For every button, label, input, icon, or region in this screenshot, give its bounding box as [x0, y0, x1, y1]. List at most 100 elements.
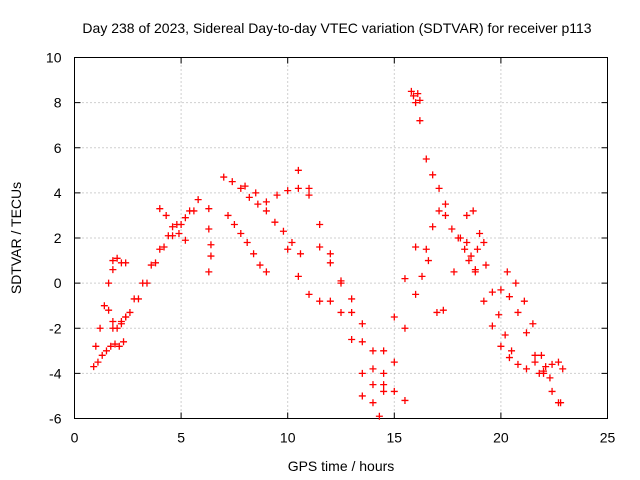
data-point [522, 329, 530, 337]
data-point [488, 288, 496, 296]
y-axis-label: SDTVAR / TECUs [8, 182, 24, 294]
data-point [554, 358, 562, 366]
data-point [113, 254, 121, 262]
data-point [228, 178, 236, 186]
data-point [380, 347, 388, 355]
data-point [412, 243, 420, 251]
data-point [414, 90, 422, 98]
data-point [294, 184, 302, 192]
y-tick-label: 6 [54, 140, 62, 156]
data-point [369, 381, 377, 389]
data-point [429, 223, 437, 231]
data-point [465, 257, 473, 265]
data-point [456, 234, 464, 242]
series-satellite-14 [316, 243, 409, 404]
data-point [130, 295, 138, 303]
data-point [358, 392, 366, 400]
data-point [495, 311, 503, 319]
data-point [369, 347, 377, 355]
series-satellite-22 [503, 268, 562, 407]
data-point [305, 191, 313, 199]
series-satellite-5 [109, 196, 202, 332]
y-tick-label: -6 [49, 411, 62, 427]
data-point [162, 211, 170, 219]
data-point [109, 266, 117, 274]
series-satellite-7 [156, 205, 189, 244]
y-tick-label: 2 [54, 230, 62, 246]
data-point [348, 308, 356, 316]
data-point [205, 225, 213, 233]
data-point [230, 220, 238, 228]
data-point [422, 155, 430, 163]
data-point [98, 351, 106, 359]
series-satellite-8 [205, 205, 215, 276]
data-point [254, 200, 262, 208]
data-point [497, 342, 505, 350]
data-point [109, 257, 117, 265]
data-point [181, 236, 189, 244]
data-point [241, 182, 249, 190]
chart-title: Day 238 of 2023, Sidereal Day-to-day VTE… [82, 20, 591, 36]
data-point [416, 117, 424, 125]
data-point [279, 227, 287, 235]
data-point [488, 322, 496, 330]
data-point [463, 239, 471, 247]
data-point [433, 308, 441, 316]
data-point [412, 99, 420, 107]
series-satellite-2 [92, 266, 117, 350]
data-point [480, 297, 488, 305]
series-satellite-15 [358, 243, 420, 400]
data-point [514, 360, 522, 368]
y-tick-label: -4 [49, 365, 62, 381]
x-axis-label: GPS time / hours [288, 458, 395, 474]
data-point [100, 302, 108, 310]
data-point [369, 399, 377, 407]
data-point [424, 257, 432, 265]
data-point [441, 200, 449, 208]
data-point [467, 252, 475, 260]
data-point [105, 306, 113, 314]
series-satellite-9 [220, 173, 304, 258]
data-point [480, 239, 488, 247]
data-point [237, 229, 245, 237]
series-satellite-24 [535, 358, 567, 377]
data-point [435, 184, 443, 192]
data-point [262, 207, 270, 215]
data-point [401, 275, 409, 283]
data-point [375, 412, 383, 420]
series-satellite-4 [109, 254, 130, 267]
series-satellite-17 [407, 87, 424, 107]
data-point [262, 198, 270, 206]
data-point [250, 250, 258, 258]
data-point [358, 369, 366, 377]
data-point [194, 196, 202, 204]
data-point [296, 250, 304, 258]
data-point [156, 205, 164, 213]
data-point [96, 324, 104, 332]
data-point [262, 268, 270, 276]
data-point [205, 205, 213, 213]
data-point [245, 193, 253, 201]
data-point [422, 245, 430, 253]
data-point [512, 279, 520, 287]
data-point [284, 245, 292, 253]
data-point [348, 336, 356, 344]
y-tick-labels: 10 8 6 4 2 0 -2 -4 -6 [46, 50, 62, 427]
data-point [122, 313, 130, 321]
data-point [181, 214, 189, 222]
series-satellite-16 [380, 257, 432, 389]
y-tick-label: 10 [46, 50, 62, 66]
data-point [409, 92, 417, 100]
data-point [522, 365, 530, 373]
x-tick-labels: 0 5 10 15 20 25 [71, 430, 616, 446]
data-point [126, 308, 134, 316]
data-point [220, 173, 228, 181]
data-point [390, 387, 398, 395]
data-point [190, 207, 198, 215]
data-point [207, 252, 215, 260]
series-satellite-19 [422, 207, 488, 260]
data-point [546, 374, 554, 382]
data-point [358, 338, 366, 346]
x-tick-label: 0 [71, 430, 79, 446]
